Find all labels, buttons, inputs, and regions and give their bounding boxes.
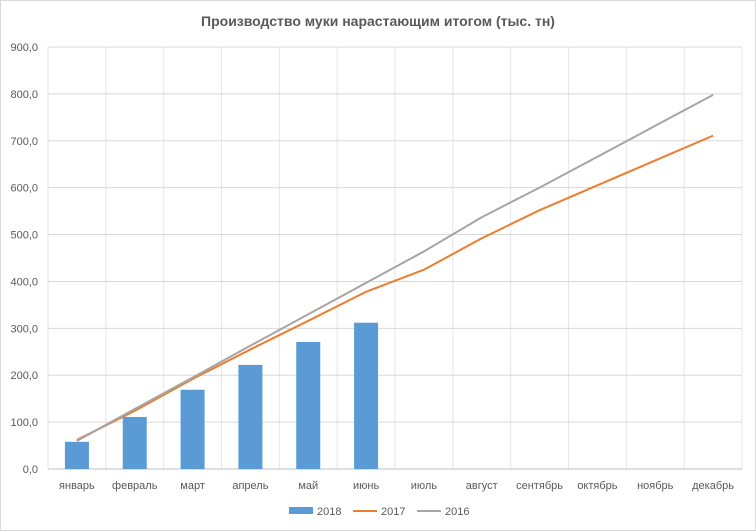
bar-2018: [64, 441, 89, 469]
x-tick-label: апрель: [232, 480, 268, 492]
legend-swatch-2018: [289, 507, 313, 514]
x-tick-label: февраль: [112, 480, 158, 492]
y-tick-label: 100,0: [10, 417, 38, 429]
y-tick-label: 800,0: [10, 89, 38, 101]
y-tick-label: 500,0: [10, 230, 38, 242]
legend-label-2016: 2016: [445, 506, 469, 518]
y-tick-label: 900,0: [10, 42, 38, 54]
x-tick-label: март: [180, 480, 205, 492]
line-series: [76, 93, 714, 442]
bar-series: [64, 322, 379, 469]
bar-2018: [180, 389, 205, 469]
y-axis-ticks: 0,0 100,0 200,0 300,0 400,0 500,0 600,0 700,0 80…: [10, 42, 38, 476]
gridlines: [47, 46, 743, 470]
x-tick-label: август: [466, 480, 498, 492]
x-tick-label: октябрь: [577, 480, 617, 492]
x-tick-label: ноябрь: [637, 480, 674, 492]
y-tick-label: 600,0: [10, 183, 38, 195]
x-tick-label: май: [298, 480, 318, 492]
x-tick-label: июнь: [353, 480, 379, 492]
y-tick-label: 200,0: [10, 370, 38, 382]
x-tick-label: июль: [411, 480, 438, 492]
y-tick-label: 0,0: [23, 464, 38, 476]
legend: 2018 2017 2016: [289, 506, 469, 518]
line-series-2017: [76, 134, 714, 441]
legend-label-2018: 2018: [317, 506, 341, 518]
y-tick-label: 400,0: [10, 276, 38, 288]
y-tick-label: 300,0: [10, 323, 38, 335]
x-tick-label: сентябрь: [516, 480, 563, 492]
chart-title: Производство муки нарастающим итогом (ты…: [201, 13, 555, 29]
y-tick-label: 700,0: [10, 136, 38, 148]
legend-label-2017: 2017: [381, 506, 405, 518]
line-series-2016: [76, 93, 714, 442]
x-tick-label: январь: [59, 480, 95, 492]
x-axis-ticks: январь февраль март апрель май июнь июль август…: [59, 480, 734, 492]
x-tick-label: декабрь: [692, 480, 734, 492]
bar-2018: [122, 416, 147, 469]
bar-2018: [354, 322, 379, 469]
bar-2018: [296, 341, 321, 469]
bar-2018: [238, 364, 263, 469]
